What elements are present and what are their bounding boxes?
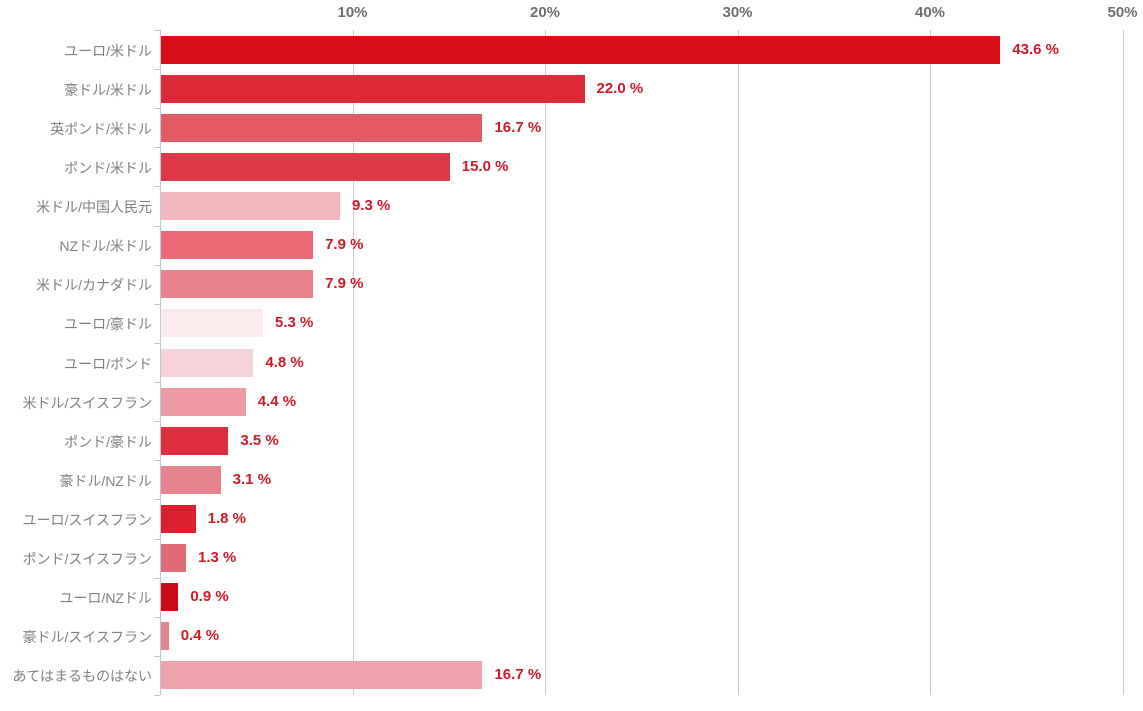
category-label: ユーロ/スイスフラン (22, 511, 152, 528)
y-axis-tick (154, 421, 160, 423)
y-axis-tick (154, 225, 160, 227)
x-axis-tick-label: 20% (529, 4, 561, 21)
bar (161, 387, 246, 416)
value-label: 15.0 % (461, 157, 509, 175)
x-gridline (930, 30, 931, 695)
y-axis-tick (154, 69, 160, 71)
y-axis-tick (154, 538, 160, 540)
y-axis-tick (154, 342, 160, 344)
bar (161, 35, 1001, 64)
y-axis-tick (154, 264, 160, 266)
value-label: 1.8 % (207, 509, 246, 527)
value-label: 43.6 % (1012, 40, 1059, 58)
category-label: ユーロ/NZドル (59, 590, 152, 607)
value-label: 3.1 % (232, 470, 272, 488)
bar (161, 465, 221, 494)
value-label: 4.8 % (265, 353, 304, 371)
category-label: 米ドル/スイスフラン (22, 394, 152, 411)
category-label: ユーロ/ポンド (64, 355, 152, 372)
category-label: ポンド/豪ドル (64, 433, 152, 450)
y-axis-tick (154, 577, 160, 579)
bar (161, 192, 341, 221)
x-axis-tick-label: 30% (722, 4, 753, 21)
value-label: 9.3 % (352, 197, 391, 215)
bar (161, 270, 314, 299)
y-axis-tick (154, 108, 160, 110)
value-label: 7.9 % (325, 236, 364, 254)
bar (161, 622, 169, 651)
bar (161, 309, 264, 338)
value-label: 16.7 % (494, 118, 542, 136)
bar (161, 426, 229, 455)
category-label: あてはまるものはない (12, 668, 152, 685)
value-label: 5.3 % (275, 314, 314, 332)
value-label: 22.0 % (596, 79, 644, 97)
bar (161, 113, 483, 142)
bar (161, 74, 585, 103)
value-label: 1.3 % (198, 549, 237, 567)
bar (161, 661, 483, 690)
category-label: 豪ドル/スイスフラン (22, 629, 152, 646)
bar (161, 152, 450, 181)
x-gridline (1122, 30, 1124, 695)
category-label: ポンド/スイスフラン (22, 551, 152, 568)
bar (161, 544, 187, 573)
category-label: 米ドル/中国人民元 (36, 199, 152, 216)
y-axis-tick (154, 695, 160, 696)
category-label: 豪ドル/米ドル (64, 81, 152, 98)
bar (161, 348, 254, 377)
category-label: ユーロ/豪ドル (64, 316, 152, 333)
y-axis-tick (154, 303, 160, 305)
y-axis-tick (154, 30, 160, 31)
category-label: ポンド/米ドル (64, 159, 152, 176)
value-label: 0.9 % (190, 588, 229, 606)
category-label: 米ドル/カナダドル (36, 277, 152, 294)
value-label: 3.5 % (240, 431, 279, 449)
x-gridline (737, 30, 739, 695)
y-axis-line (160, 30, 161, 695)
category-label: 英ポンド/米ドル (50, 120, 152, 137)
y-axis-tick (154, 460, 160, 462)
x-gridline (545, 30, 546, 695)
category-label: ユーロ/米ドル (64, 42, 152, 59)
bar (161, 583, 179, 612)
value-label: 0.4 % (180, 627, 220, 645)
bar (161, 231, 314, 260)
y-axis-tick (154, 382, 160, 384)
x-axis-tick-label: 50% (1107, 4, 1138, 21)
x-gridline (352, 30, 354, 695)
y-axis-tick (154, 186, 160, 188)
y-axis-tick (154, 616, 160, 618)
y-axis-tick (154, 147, 160, 149)
category-label: 豪ドル/NZドル (59, 472, 152, 489)
y-axis-tick (154, 655, 160, 657)
x-axis-tick-label: 10% (337, 4, 368, 21)
bar (161, 504, 196, 533)
category-label: NZドル/米ドル (59, 238, 152, 255)
y-axis-tick (154, 499, 160, 501)
value-label: 4.4 % (257, 392, 297, 410)
x-axis-tick-label: 40% (914, 4, 946, 21)
value-label: 7.9 % (325, 275, 364, 293)
value-label: 16.7 % (494, 666, 542, 684)
